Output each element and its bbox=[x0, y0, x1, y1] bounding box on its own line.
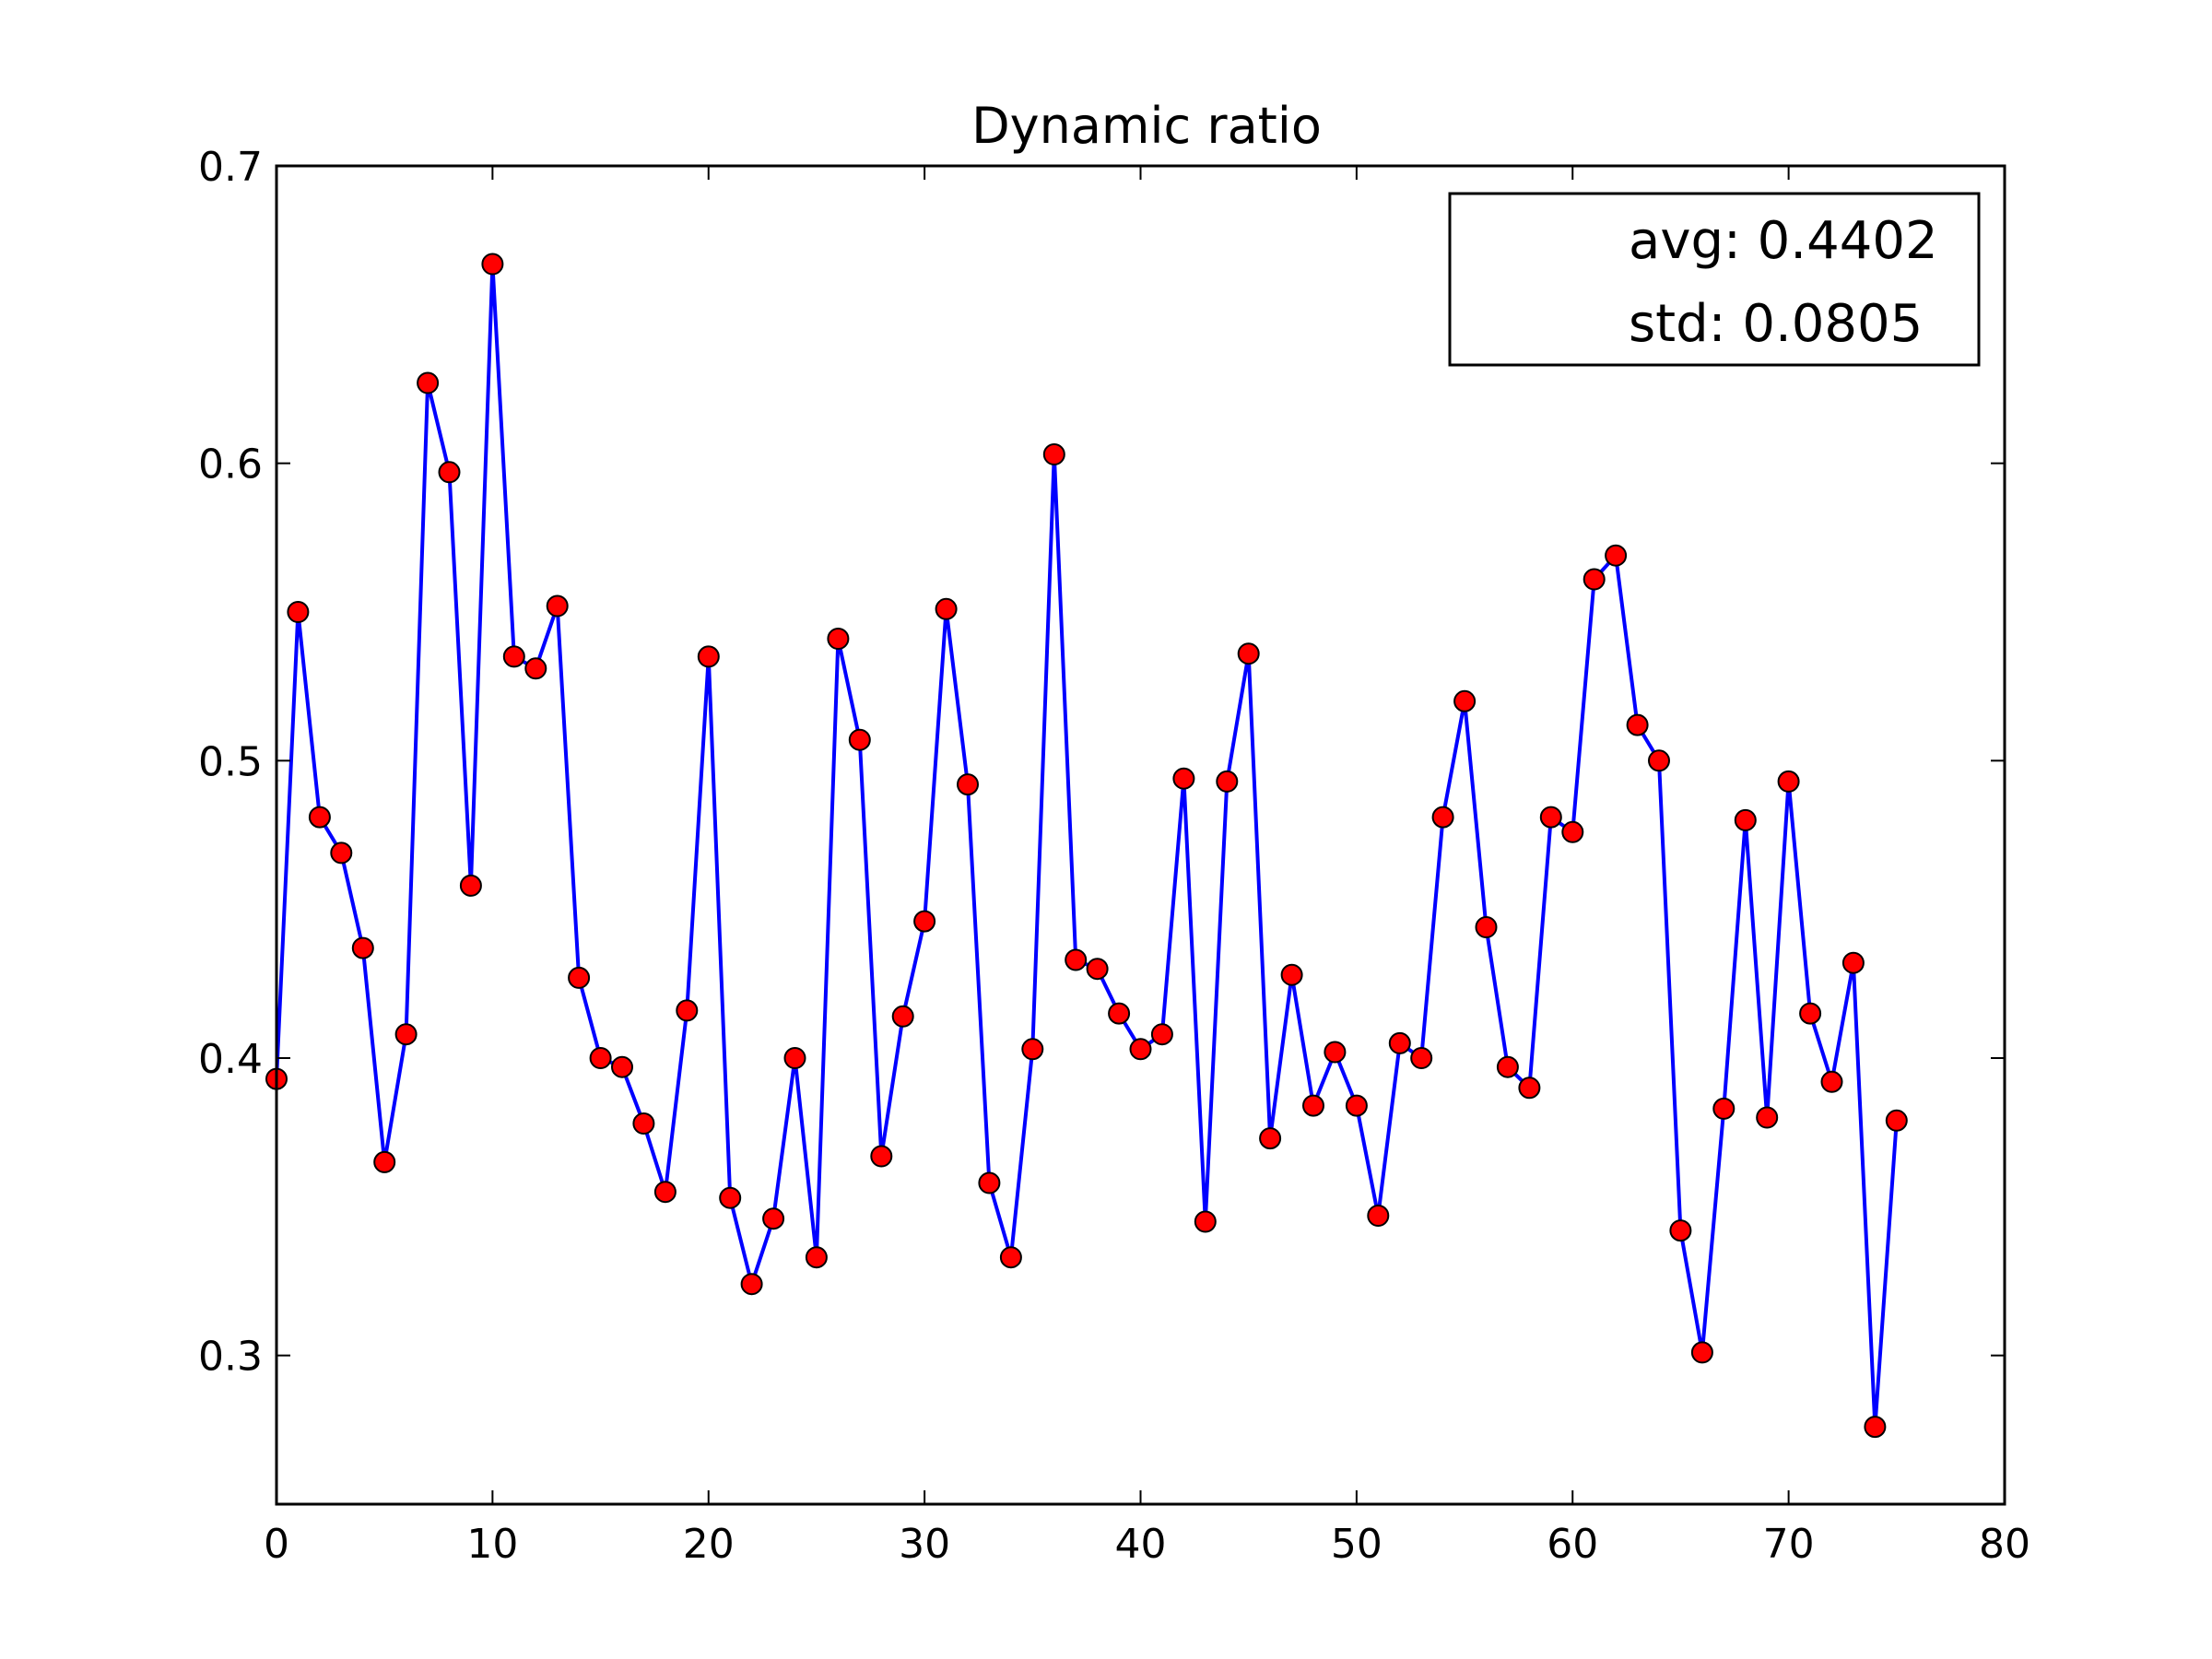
chart-title: Dynamic ratio bbox=[971, 97, 1322, 155]
data-point bbox=[502, 645, 525, 668]
data-point bbox=[546, 594, 569, 618]
data-point bbox=[351, 936, 374, 959]
data-point bbox=[957, 773, 979, 796]
y-tick-label: 0.3 bbox=[198, 1334, 263, 1381]
data-point bbox=[1669, 1219, 1692, 1242]
data-point bbox=[1194, 1210, 1217, 1233]
data-point bbox=[762, 1207, 785, 1230]
data-point bbox=[1150, 1023, 1173, 1046]
stats-annotation-box: avg: 0.4402 std: 0.0805 bbox=[1448, 192, 1981, 367]
y-tick-label: 0.4 bbox=[198, 1036, 263, 1083]
data-point bbox=[1756, 1106, 1779, 1129]
data-point bbox=[1539, 806, 1562, 829]
data-point bbox=[740, 1273, 763, 1296]
data-point bbox=[1021, 1038, 1044, 1061]
data-point bbox=[1453, 689, 1477, 712]
data-point bbox=[1280, 963, 1303, 986]
data-point bbox=[719, 1186, 742, 1209]
series-line bbox=[275, 262, 1899, 1430]
data-point bbox=[1065, 948, 1088, 971]
axis-ticks: 0 10 20 30 40 50 60 70 80 0.3 0.4 0.5 0.6 0.7 bbox=[198, 144, 2030, 1568]
data-point bbox=[1885, 1109, 1908, 1132]
data-point bbox=[308, 806, 331, 829]
x-tick-label: 40 bbox=[1115, 1521, 1167, 1568]
data-point bbox=[632, 1112, 655, 1135]
y-tick-label: 0.5 bbox=[198, 738, 263, 785]
data-point bbox=[1216, 770, 1239, 793]
data-point bbox=[438, 461, 461, 484]
data-point bbox=[1496, 1055, 1519, 1078]
data-point bbox=[1690, 1341, 1713, 1364]
data-point bbox=[1388, 1031, 1411, 1054]
data-point bbox=[1324, 1041, 1347, 1064]
data-point bbox=[1410, 1047, 1433, 1069]
data-point bbox=[524, 657, 547, 680]
x-tick-label: 70 bbox=[1763, 1521, 1815, 1568]
data-point bbox=[394, 1023, 418, 1046]
data-point bbox=[1237, 642, 1260, 665]
data-point bbox=[1172, 767, 1195, 790]
data-point bbox=[913, 910, 936, 933]
data-point bbox=[1864, 1416, 1887, 1439]
data-point bbox=[848, 728, 871, 751]
data-point bbox=[805, 1246, 828, 1269]
data-point bbox=[676, 999, 699, 1022]
data-point bbox=[697, 645, 720, 668]
data-point bbox=[1302, 1094, 1324, 1117]
x-tick-label: 0 bbox=[264, 1521, 289, 1568]
data-point bbox=[1626, 713, 1649, 736]
data-point bbox=[978, 1171, 1001, 1194]
data-point bbox=[459, 874, 482, 897]
data-point bbox=[653, 1181, 677, 1204]
x-tick-label: 80 bbox=[1979, 1521, 2030, 1568]
data-point bbox=[1841, 951, 1865, 974]
data-point bbox=[1561, 820, 1584, 843]
data-point bbox=[1345, 1094, 1368, 1117]
data-point bbox=[589, 1047, 612, 1069]
data-point bbox=[1734, 808, 1757, 831]
data-point bbox=[1086, 958, 1109, 981]
data-point bbox=[287, 601, 310, 623]
y-tick-label: 0.6 bbox=[198, 441, 263, 488]
x-tick-label: 30 bbox=[899, 1521, 950, 1568]
data-point bbox=[373, 1150, 396, 1173]
data-point bbox=[999, 1246, 1022, 1269]
data-point bbox=[1108, 1002, 1131, 1025]
data-point bbox=[1799, 1002, 1822, 1025]
data-point bbox=[1475, 916, 1498, 938]
avg-stat-text: avg: 0.4402 bbox=[1629, 211, 1938, 271]
std-stat-text: std: 0.0805 bbox=[1629, 294, 1923, 354]
stats-annotation-frame bbox=[1448, 192, 1981, 367]
data-point bbox=[1583, 568, 1606, 591]
data-point bbox=[1648, 749, 1670, 772]
x-tick-label: 60 bbox=[1547, 1521, 1598, 1568]
data-point bbox=[1605, 544, 1628, 567]
data-point bbox=[330, 841, 353, 865]
data-point bbox=[417, 371, 440, 394]
y-tick-label: 0.7 bbox=[198, 144, 263, 191]
data-point bbox=[1820, 1070, 1843, 1093]
data-point bbox=[481, 253, 504, 276]
data-point bbox=[827, 628, 850, 650]
data-point bbox=[783, 1047, 806, 1069]
data-point bbox=[891, 1005, 914, 1028]
data-point bbox=[1431, 806, 1454, 829]
data-point bbox=[1367, 1205, 1390, 1227]
data-point bbox=[1129, 1038, 1152, 1061]
data-point bbox=[1712, 1097, 1735, 1120]
data-point bbox=[870, 1145, 893, 1168]
x-tick-label: 10 bbox=[466, 1521, 518, 1568]
data-point bbox=[568, 966, 591, 989]
data-point bbox=[935, 597, 958, 620]
data-point bbox=[1518, 1077, 1541, 1100]
data-point bbox=[1042, 443, 1065, 465]
data-point bbox=[611, 1055, 633, 1078]
data-point bbox=[1259, 1127, 1282, 1150]
x-tick-label: 50 bbox=[1331, 1521, 1382, 1568]
plot-marks bbox=[265, 253, 1908, 1439]
data-point bbox=[1777, 770, 1800, 793]
x-tick-label: 20 bbox=[683, 1521, 735, 1568]
